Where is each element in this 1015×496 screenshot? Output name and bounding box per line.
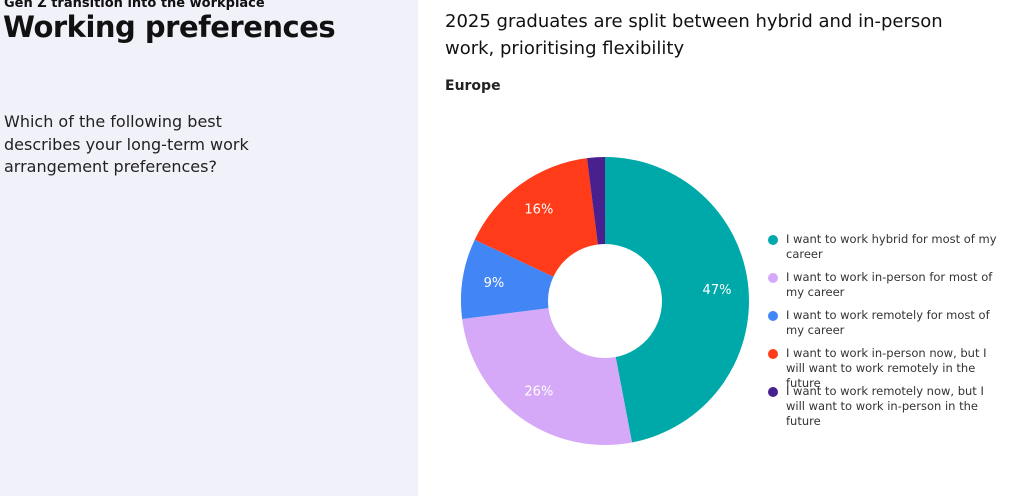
slice-label: 16% xyxy=(524,202,553,217)
slice xyxy=(605,157,750,443)
legend-swatch xyxy=(768,349,778,359)
legend-swatch xyxy=(768,235,778,245)
page-title: Working preferences xyxy=(3,10,336,44)
legend-item: I want to work remotely for most of my c… xyxy=(768,308,1003,346)
legend-label: I want to work hybrid for most of my car… xyxy=(786,232,997,261)
legend-swatch xyxy=(768,387,778,397)
slice xyxy=(462,308,632,446)
legend-item: I want to work remotely now, but I will … xyxy=(768,384,1003,428)
question: Which of the following best describes yo… xyxy=(4,112,249,176)
legend-swatch xyxy=(768,273,778,283)
legend-label: I want to work remotely for most of my c… xyxy=(786,308,990,337)
slice-label: 9% xyxy=(484,276,505,291)
side-panel: Gen Z transition into the workplace Work… xyxy=(0,0,418,496)
slice xyxy=(474,158,598,277)
slice-label: 26% xyxy=(524,385,553,400)
chart-title: 2025 graduates are split between hybrid … xyxy=(445,11,943,59)
legend-label: I want to work in-person now, but I will… xyxy=(786,346,987,390)
legend-swatch xyxy=(768,311,778,321)
legend-item: I want to work hybrid for most of my car… xyxy=(768,232,1003,270)
legend-item: I want to work in-person for most of my … xyxy=(768,270,1003,308)
legend-label: I want to work in-person for most of my … xyxy=(786,270,993,299)
legend-label: I want to work remotely now, but I will … xyxy=(786,384,984,428)
legend: I want to work hybrid for most of my car… xyxy=(768,232,1003,428)
legend-item: I want to work in-person now, but I will… xyxy=(768,346,1003,390)
kicker: Gen Z transition into the workplace xyxy=(4,0,265,11)
slice xyxy=(461,239,554,320)
chart-subtitle: Europe xyxy=(445,78,501,94)
slice-label: 47% xyxy=(703,283,732,298)
slice xyxy=(586,157,605,245)
